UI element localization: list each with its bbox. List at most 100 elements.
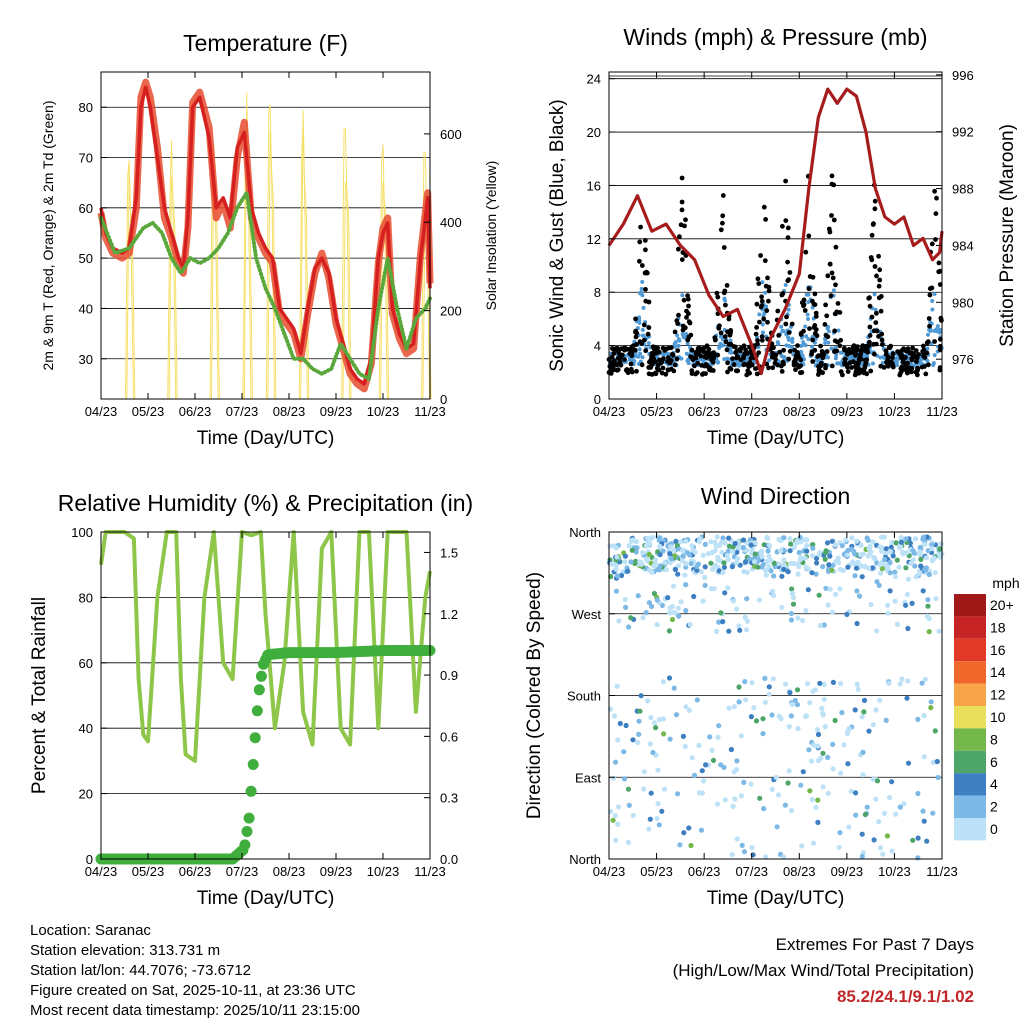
y2-tick-label: 988 xyxy=(952,182,974,197)
gust-point xyxy=(764,308,770,313)
wind-direction-point xyxy=(721,764,727,771)
wind-direction-point xyxy=(613,588,620,594)
sonic-wind-point xyxy=(932,292,937,296)
gust-point xyxy=(738,357,744,363)
gust-point xyxy=(770,365,776,371)
gust-point xyxy=(665,367,671,373)
gust-point xyxy=(706,364,711,370)
x-tick-label: 09/23 xyxy=(831,864,864,879)
wind-direction-point xyxy=(770,588,776,594)
gust-point xyxy=(728,366,734,372)
wind-direction-point xyxy=(622,553,629,559)
gust-point xyxy=(689,368,695,374)
gust-point xyxy=(926,362,931,368)
gust-point xyxy=(824,349,830,354)
wind-direction-point xyxy=(748,781,754,787)
wind-direction-point xyxy=(635,739,641,746)
gust-point xyxy=(711,350,717,356)
wind-direction-point xyxy=(656,567,663,573)
wind-direction-point xyxy=(896,564,902,570)
sonic-wind-point xyxy=(715,360,720,365)
wind-direction-point xyxy=(884,833,891,839)
wind-direction-point xyxy=(725,548,732,554)
wind-direction-point xyxy=(781,562,788,569)
wind-direction-point xyxy=(680,733,687,740)
wind-direction-point xyxy=(653,725,659,731)
wind-direction-point xyxy=(667,736,673,742)
sonic-wind-point xyxy=(826,325,830,330)
gust-point xyxy=(741,353,747,359)
wind-direction-point xyxy=(662,560,668,566)
wind-direction-point xyxy=(935,774,941,781)
wind-direction-point xyxy=(859,714,865,720)
gust-point xyxy=(712,335,718,340)
x-tick-label: 11/23 xyxy=(414,864,446,879)
y-tick-label: North xyxy=(569,852,601,867)
sonic-wind-point xyxy=(760,322,765,327)
gust-point xyxy=(677,234,682,240)
wind-direction-point xyxy=(698,569,704,575)
y2-axis-label: Station Pressure (Maroon) xyxy=(997,124,1018,347)
wind-direction-point xyxy=(656,717,663,723)
gust-point xyxy=(649,359,655,365)
x-tick-label: 04/23 xyxy=(593,864,626,879)
wind-direction-point xyxy=(670,583,677,589)
sonic-wind-point xyxy=(684,351,689,356)
gust-point xyxy=(646,371,652,377)
wind-direction-point xyxy=(683,564,689,570)
wind-direction-point xyxy=(879,548,885,554)
gust-point xyxy=(765,275,770,281)
sonic-wind-point xyxy=(880,360,885,365)
wind-direction-point xyxy=(742,614,748,621)
gust-point xyxy=(735,368,741,374)
gust-point xyxy=(828,293,834,299)
wind-direction-point xyxy=(920,588,926,594)
gust-point xyxy=(758,253,763,258)
wind-direction-point xyxy=(635,593,641,599)
wind-direction-point xyxy=(696,539,702,545)
gust-point xyxy=(858,356,864,362)
wind-direction-point xyxy=(762,567,769,574)
wind-direction-point xyxy=(721,560,727,566)
gust-point xyxy=(901,346,906,352)
gust-point xyxy=(765,319,770,325)
wind-direction-point xyxy=(845,761,851,767)
gust-point xyxy=(665,355,671,360)
wind-direction-point xyxy=(682,572,688,578)
wind-direction-point xyxy=(928,705,934,711)
gust-point xyxy=(695,360,701,366)
wind-direction-point xyxy=(655,767,661,773)
gust-point xyxy=(874,328,880,334)
wind-direction-point xyxy=(832,717,838,724)
wind-direction-point xyxy=(823,585,829,591)
wind-direction-point xyxy=(933,596,939,602)
wind-direction-point xyxy=(707,734,713,740)
wind-direction-point xyxy=(748,714,755,720)
gust-point xyxy=(903,363,909,369)
wind-direction-point xyxy=(645,698,651,704)
gust-point xyxy=(755,338,760,343)
wind-direction-point xyxy=(827,553,833,559)
wind-direction-point xyxy=(821,696,827,702)
wind-direction-point xyxy=(910,837,916,843)
wind-direction-point xyxy=(716,723,722,729)
wind-direction-point xyxy=(678,599,684,605)
gust-point xyxy=(703,371,708,376)
gust-point xyxy=(793,367,798,373)
wind-direction-point xyxy=(826,562,832,568)
wind-direction-point xyxy=(905,576,912,582)
legend-label: 4 xyxy=(990,776,998,792)
sonic-wind-point xyxy=(722,357,727,362)
x-axis-label: Time (Day/UTC) xyxy=(707,428,845,449)
gust-point xyxy=(812,331,818,336)
wind-direction-point xyxy=(873,796,879,802)
wind-direction-point xyxy=(732,796,738,802)
wind-direction-point xyxy=(651,720,658,726)
legend-swatch xyxy=(954,638,986,662)
wind-direction-point xyxy=(628,615,634,621)
gust-point xyxy=(792,347,798,353)
wind-direction-point xyxy=(720,535,726,541)
wind-direction-point xyxy=(860,749,866,756)
wind-direction-point xyxy=(625,839,632,846)
wind-direction-point xyxy=(773,774,779,780)
